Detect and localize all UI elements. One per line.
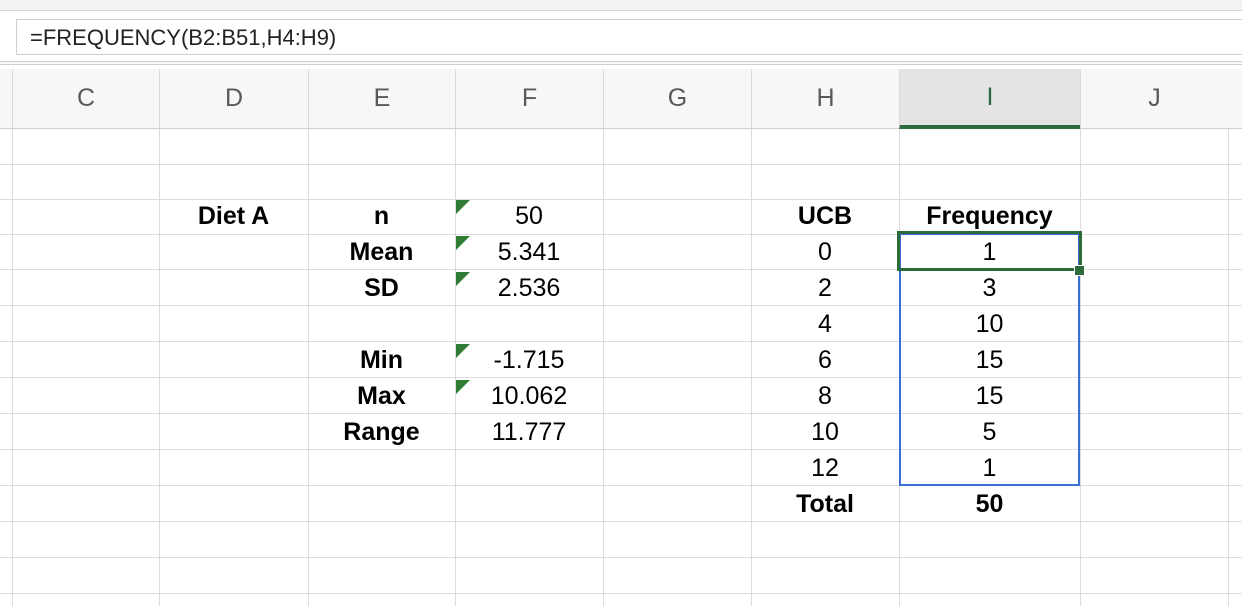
- error-indicator-icon[interactable]: [456, 200, 470, 214]
- gridline: [751, 129, 752, 606]
- ucb-cell[interactable]: 0: [818, 238, 832, 266]
- stat-value-range[interactable]: 11.777: [491, 418, 567, 446]
- formula-bar[interactable]: =FREQUENCY(B2:B51,H4:H9): [16, 19, 1242, 55]
- frequency-cell[interactable]: 1: [982, 238, 997, 266]
- frequency-cell[interactable]: 5: [982, 418, 997, 446]
- selection-range: [899, 233, 1080, 486]
- frequency-header[interactable]: Frequency: [926, 202, 1053, 230]
- gridline: [455, 129, 456, 606]
- stat-value-mean[interactable]: 5.341: [497, 238, 561, 266]
- ucb-cell[interactable]: 12: [811, 454, 839, 482]
- error-indicator-icon[interactable]: [456, 236, 470, 250]
- column-header-i[interactable]: I: [899, 69, 1080, 129]
- stat-value-max[interactable]: 10.062: [490, 382, 568, 410]
- error-indicator-icon[interactable]: [456, 272, 470, 286]
- frequency-cell[interactable]: 15: [975, 346, 1004, 374]
- gridline: [1228, 129, 1229, 606]
- column-header-e[interactable]: E: [308, 69, 455, 128]
- gridline: [0, 521, 1242, 522]
- error-indicator-icon[interactable]: [456, 380, 470, 394]
- ucb-header[interactable]: UCB: [797, 202, 853, 230]
- ucb-cell[interactable]: 8: [818, 382, 832, 410]
- total-label[interactable]: Total: [796, 490, 854, 518]
- gridline: [0, 305, 1242, 306]
- ucb-cell[interactable]: 4: [818, 310, 832, 338]
- stat-label-n[interactable]: n: [373, 202, 390, 230]
- formula-bar-divider[interactable]: [0, 61, 1242, 65]
- gridline: [0, 557, 1242, 558]
- column-header-f[interactable]: F: [455, 69, 603, 128]
- spreadsheet-grid[interactable]: Diet A n Mean SD Min Max Range 50 5.341 …: [0, 129, 1242, 606]
- column-header-d[interactable]: D: [159, 69, 308, 128]
- ucb-cell[interactable]: 6: [818, 346, 832, 374]
- column-header-c[interactable]: C: [12, 69, 159, 128]
- stat-label-min[interactable]: Min: [359, 346, 404, 374]
- gridline: [308, 129, 309, 606]
- diet-label[interactable]: Diet A: [197, 202, 270, 230]
- total-value[interactable]: 50: [975, 490, 1004, 518]
- stat-value-n[interactable]: 50: [515, 202, 543, 230]
- active-cell-border: [897, 231, 1082, 271]
- column-header-h[interactable]: H: [751, 69, 899, 128]
- frequency-cell[interactable]: 15: [975, 382, 1004, 410]
- gridline: [0, 485, 1242, 486]
- gridline: [1080, 129, 1081, 606]
- window-top-strip: [0, 0, 1242, 11]
- ucb-cell[interactable]: 2: [818, 274, 832, 302]
- gridline: [0, 164, 1242, 165]
- frequency-cell[interactable]: 10: [975, 310, 1004, 338]
- stat-value-min[interactable]: -1.715: [493, 346, 565, 374]
- stat-value-sd[interactable]: 2.536: [497, 274, 561, 302]
- frequency-cell[interactable]: 1: [982, 454, 997, 482]
- column-header-row: C D E F G H I J: [0, 69, 1242, 129]
- frequency-cell[interactable]: 3: [982, 274, 997, 302]
- gridline: [159, 129, 160, 606]
- gridline: [0, 341, 1242, 342]
- gridline: [0, 269, 1242, 270]
- formula-text[interactable]: =FREQUENCY(B2:B51,H4:H9): [30, 25, 337, 50]
- gridline: [0, 377, 1242, 378]
- column-header-j[interactable]: J: [1080, 69, 1228, 128]
- error-indicator-icon[interactable]: [456, 344, 470, 358]
- gridline: [0, 449, 1242, 450]
- ucb-cell[interactable]: 10: [811, 418, 839, 446]
- stat-label-range[interactable]: Range: [343, 418, 420, 446]
- gridline: [12, 129, 13, 606]
- stat-label-max[interactable]: Max: [357, 382, 406, 410]
- gridline: [0, 593, 1242, 594]
- stat-label-sd[interactable]: SD: [364, 274, 399, 302]
- column-header-g[interactable]: G: [603, 69, 751, 128]
- gridline: [0, 199, 1242, 200]
- gridline: [603, 129, 604, 606]
- stat-label-mean[interactable]: Mean: [349, 238, 414, 266]
- fill-handle[interactable]: [1074, 265, 1085, 276]
- gridline: [0, 413, 1242, 414]
- gridline: [0, 234, 1242, 235]
